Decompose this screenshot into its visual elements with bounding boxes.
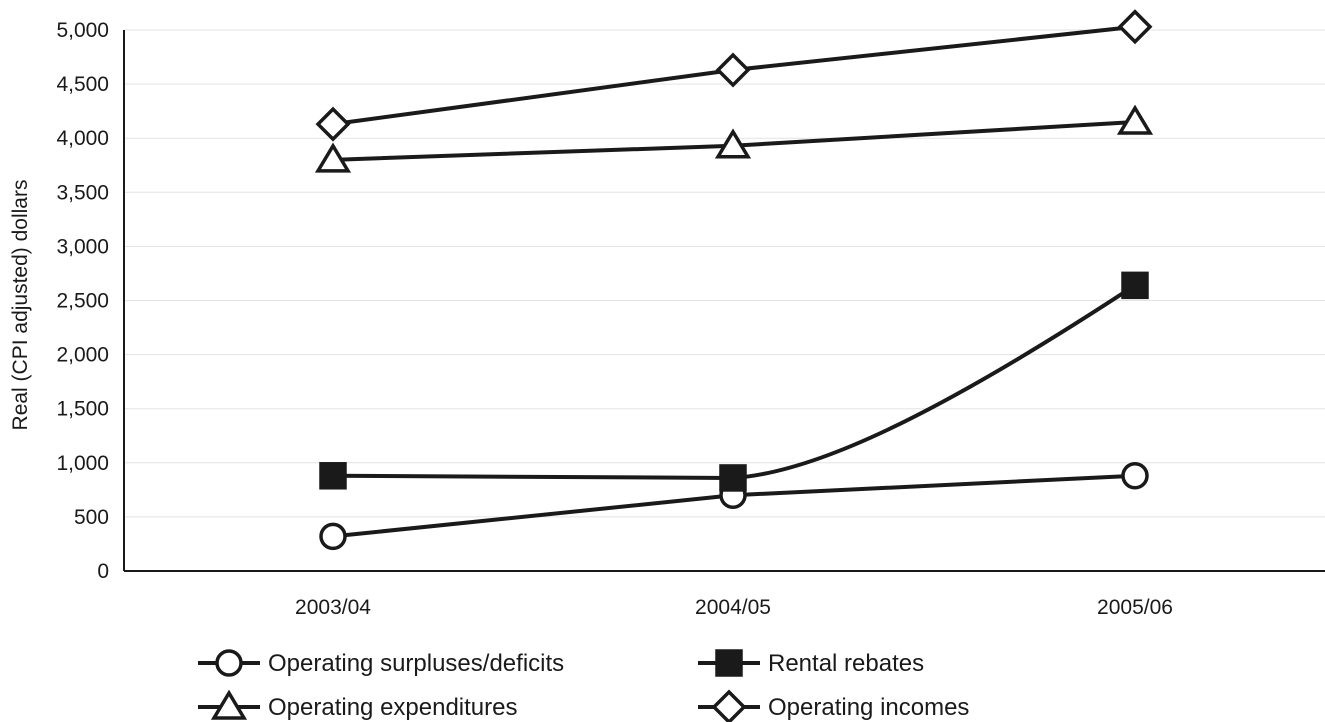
y-tick-labels: 0 500 1,000 1,500 2,000 2,500 3,000 3,500 4,000 4… [56,19,109,583]
series-line [332,283,1137,480]
axes [123,30,1325,572]
legend-marker [210,689,248,720]
y-tick-label: 4,000 [56,127,109,150]
legend-label: Rental rebates [768,650,924,677]
data-point [1121,462,1149,490]
y-tick-label: 2,000 [56,344,109,367]
legend-item: Operating incomes [698,689,969,722]
data-point [314,142,352,173]
series-markers [314,9,1154,551]
y-tick-label: 2,500 [56,290,109,313]
y-tick-label: 1,000 [56,452,109,475]
data-point [319,462,347,490]
y-tick-label: 0 [97,560,109,583]
data-point [714,128,752,159]
data-point [1116,104,1154,135]
y-tick-label: 3,000 [56,235,109,258]
legend-label: Operating incomes [768,694,969,721]
y-tick-label: 1,500 [56,398,109,421]
x-tick-label: 2005/06 [1097,596,1173,619]
legend-item: Operating expenditures [198,689,518,721]
legend-label: Operating surpluses/deficits [268,650,564,677]
y-tick-label: 4,500 [56,73,109,96]
x-tick-labels: 2003/04 2004/05 2005/06 [295,596,1173,619]
legend-marker [715,649,743,677]
y-tick-label: 500 [74,506,109,529]
y-axis-title: Real (CPI adjusted) dollars [9,180,32,431]
legend-marker [215,649,243,677]
x-tick-label: 2004/05 [695,596,771,619]
data-point [715,52,751,88]
legend: Operating surpluses/deficits Rental rebat… [198,649,969,722]
y-tick-label: 5,000 [56,19,109,42]
legend-item: Operating surpluses/deficits [198,649,564,677]
data-point [315,106,351,142]
data-point [1117,9,1153,45]
x-tick-label: 2003/04 [295,596,371,619]
series-lines [332,24,1137,539]
data-point [1121,271,1149,300]
data-point [319,522,347,551]
legend-item: Rental rebates [698,649,924,677]
data-point [719,464,747,492]
legend-marker [711,689,747,722]
y-tick-label: 3,500 [56,181,109,204]
legend-label: Operating expenditures [268,694,518,721]
